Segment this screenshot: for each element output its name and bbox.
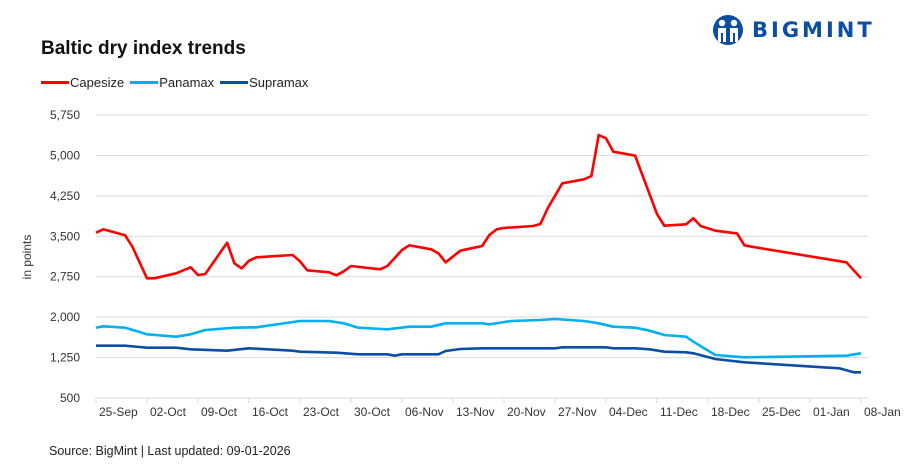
x-tick-label: 09-Oct xyxy=(201,405,238,419)
logo-text: BIGMINT xyxy=(752,18,875,42)
x-tick-label: 27-Nov xyxy=(558,405,597,419)
x-tick-label: 25-Dec xyxy=(762,405,801,419)
legend-label: Supramax xyxy=(249,75,309,90)
y-tick-label: 2,000 xyxy=(50,310,80,324)
x-tick-label: 02-Oct xyxy=(150,405,187,419)
x-tick-label: 06-Nov xyxy=(405,405,444,419)
x-tick-label: 16-Oct xyxy=(252,405,289,419)
source-note: Source: BigMint | Last updated: 09-01-20… xyxy=(49,444,291,458)
legend-item-panamax: Panamax xyxy=(130,75,214,90)
y-axis-label: in points xyxy=(20,235,34,280)
y-tick-label: 5,000 xyxy=(50,148,80,162)
series-line-supramax xyxy=(96,344,861,374)
x-tick-label: 23-Oct xyxy=(303,405,340,419)
legend-label: Panamax xyxy=(159,75,215,90)
x-tick-label: 20-Nov xyxy=(507,405,546,419)
x-tick-label: 01-Jan xyxy=(813,405,850,419)
y-tick-label: 2,750 xyxy=(50,270,80,284)
y-tick-label: 4,250 xyxy=(50,189,80,203)
legend-label: Capesize xyxy=(70,75,125,90)
legend-item-supramax: Supramax xyxy=(220,75,308,90)
x-tick-label: 04-Dec xyxy=(609,405,648,419)
chart-title: Baltic dry index trends xyxy=(41,38,246,59)
y-tick-label: 5,750 xyxy=(50,108,80,122)
x-tick-label: 30-Oct xyxy=(354,405,391,419)
x-tick-label: 08-Jan xyxy=(864,405,901,419)
series-line-panamax xyxy=(95,317,862,359)
y-tick-label: 1,250 xyxy=(50,351,80,365)
legend-swatch xyxy=(41,81,69,84)
legend-item-capesize: Capesize xyxy=(41,75,124,90)
legend: Capesize Panamax Supramax xyxy=(41,75,308,90)
bigmint-logo: BIGMINT xyxy=(710,14,875,46)
series-line-capesize xyxy=(95,133,862,280)
legend-swatch xyxy=(220,81,249,84)
legend-swatch xyxy=(130,81,159,84)
y-tick-label: 500 xyxy=(60,391,80,405)
x-tick-label: 25-Sep xyxy=(99,405,138,419)
x-tick-label: 18-Dec xyxy=(711,405,750,419)
x-tick-label: 11-Dec xyxy=(660,405,698,419)
y-tick-label: 3,500 xyxy=(50,229,80,243)
x-tick-label: 13-Nov xyxy=(456,405,495,419)
logo-people-icon xyxy=(713,15,743,45)
